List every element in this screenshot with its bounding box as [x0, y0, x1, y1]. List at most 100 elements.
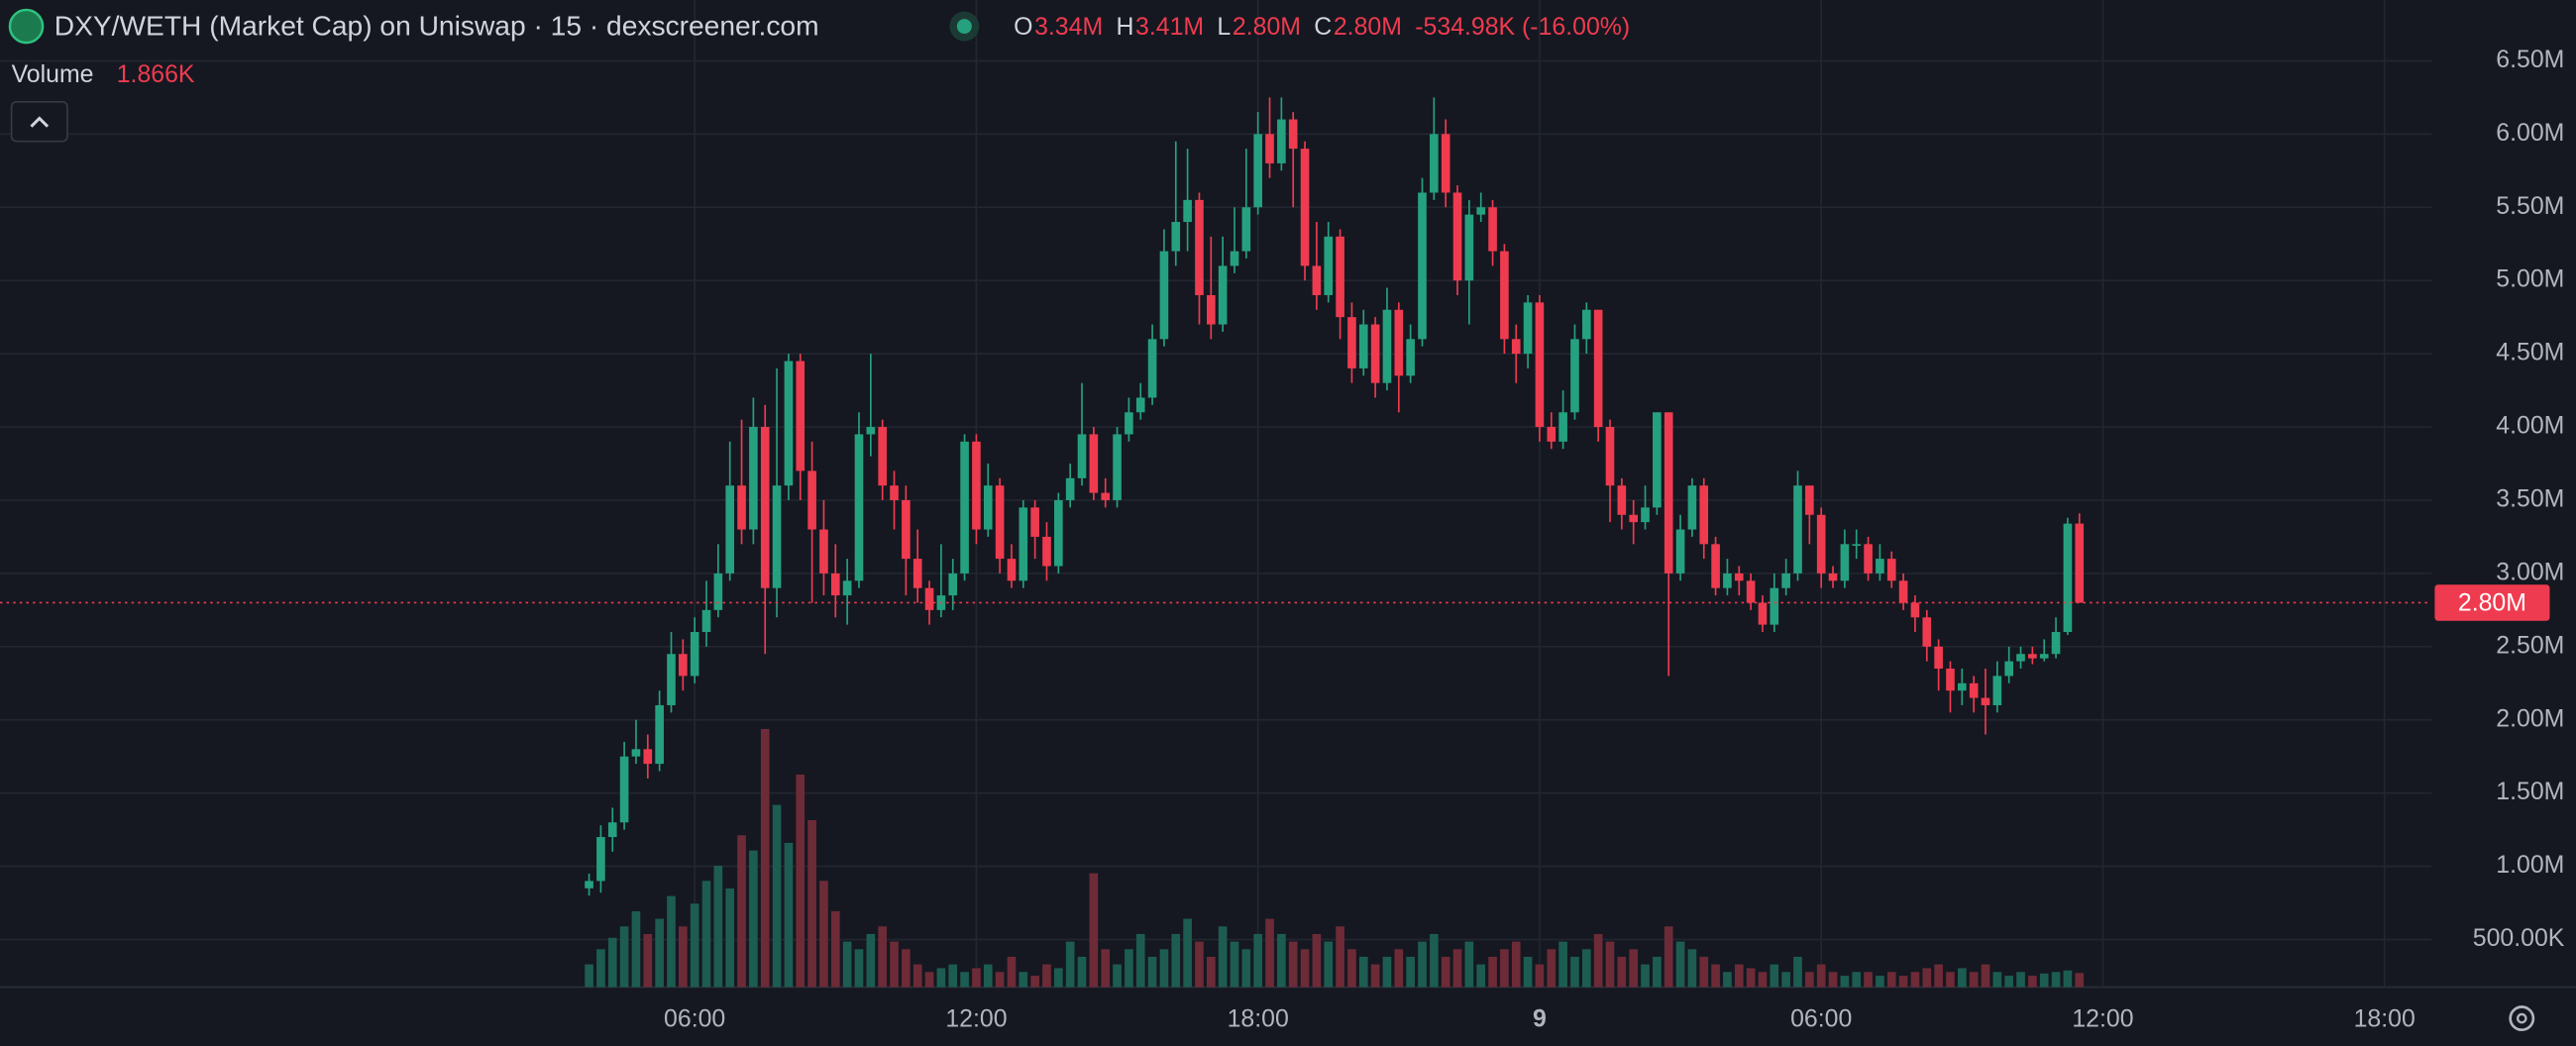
- y-tick-label: 500.00K: [2473, 924, 2565, 952]
- candle-body: [1183, 199, 1192, 223]
- button-frame[interactable]: [10, 101, 68, 143]
- candle-body: [655, 704, 664, 765]
- candle-body: [948, 573, 958, 596]
- volume-bar: [1711, 964, 1720, 988]
- volume-bar: [1195, 941, 1204, 988]
- volume-bar: [960, 972, 969, 988]
- volume-bar: [725, 888, 735, 988]
- volume-bar: [1464, 941, 1474, 988]
- volume-bar: [1054, 968, 1063, 988]
- candle-body: [1711, 544, 1720, 588]
- gear-icon[interactable]: [2509, 1005, 2535, 1032]
- candle-body: [713, 573, 723, 610]
- volume-bar: [890, 941, 899, 988]
- volume-bar: [1406, 956, 1415, 988]
- gear-hub[interactable]: [2516, 1012, 2527, 1024]
- candle-body: [1394, 309, 1404, 376]
- status-core: [956, 19, 972, 35]
- candle-body: [1125, 412, 1133, 435]
- settings-button[interactable]: [2509, 1005, 2535, 1032]
- y-tick-label: 5.50M: [2496, 192, 2564, 220]
- candle-body: [1300, 149, 1310, 266]
- volume-bar: [2016, 972, 2025, 988]
- candle-body: [819, 529, 828, 574]
- volume-bar: [1101, 949, 1111, 988]
- candle-body: [924, 587, 934, 610]
- y-tick-label: 6.00M: [2496, 119, 2564, 147]
- candle-body: [1876, 559, 1884, 574]
- volume-bar: [902, 949, 911, 988]
- chart-title: DXY/WETH (Market Cap) on Uniswap · 15 · …: [54, 10, 819, 42]
- candle-body: [1265, 134, 1274, 163]
- volume-bar: [1605, 941, 1615, 988]
- volume-bar: [819, 881, 828, 988]
- candle-body: [1077, 434, 1087, 478]
- candle-body: [1922, 617, 1932, 647]
- candle-body: [1898, 580, 1908, 603]
- candle-body: [1430, 134, 1439, 193]
- candle-body: [1723, 573, 1732, 588]
- candle-body: [1277, 119, 1286, 163]
- collapse-button[interactable]: [10, 101, 68, 143]
- volume-bar: [772, 804, 782, 988]
- volume-bar: [1593, 933, 1603, 988]
- candle-body: [1852, 544, 1862, 546]
- volume-bar: [1042, 964, 1051, 988]
- legend-key: C: [1314, 13, 1332, 41]
- volume-bar: [1664, 926, 1673, 988]
- candle-body: [1828, 573, 1838, 581]
- candle-body: [1370, 324, 1380, 383]
- candle-body: [1324, 236, 1334, 295]
- candle-body: [679, 654, 688, 677]
- volume-bar: [1934, 964, 1943, 988]
- volume-bar: [1370, 964, 1380, 988]
- volume-bar: [1241, 949, 1251, 988]
- volume-bar: [1288, 941, 1298, 988]
- candle-body: [1816, 514, 1826, 574]
- candle-body: [2028, 654, 2037, 659]
- volume-bar: [2051, 972, 2061, 988]
- chevron-icon[interactable]: [30, 116, 50, 128]
- candle-body: [1746, 580, 1756, 603]
- volume-bar: [1629, 949, 1638, 988]
- volume-bar: [1746, 968, 1756, 988]
- candle-body: [830, 573, 840, 596]
- candle-body: [842, 580, 852, 596]
- last-price-badge: [2434, 584, 2550, 621]
- y-tick-label: 3.00M: [2496, 558, 2564, 585]
- last-price-label: 2.80M: [2458, 589, 2526, 617]
- candle-body: [2063, 523, 2073, 633]
- legend-key: H: [1116, 13, 1133, 41]
- legend-value: 3.41M: [1135, 13, 1204, 41]
- volume-bar: [1816, 964, 1826, 988]
- volume-bar: [1547, 949, 1556, 988]
- candle-body: [902, 499, 911, 560]
- candle-body: [1864, 544, 1873, 574]
- volume-bar: [1394, 949, 1404, 988]
- candle-body: [1500, 251, 1509, 340]
- volume-bar: [1206, 956, 1216, 988]
- volume-bar: [1500, 949, 1509, 988]
- y-tick-label: 3.50M: [2496, 485, 2564, 513]
- volume-bar: [1770, 964, 1779, 988]
- x-tick-label: 18:00: [1228, 1004, 1289, 1032]
- volume-bar: [1641, 964, 1650, 988]
- volume-bar: [1336, 926, 1344, 988]
- volume-bar: [690, 903, 699, 988]
- volume-bar: [1218, 926, 1228, 988]
- candle-body: [1171, 222, 1181, 252]
- volume-bar: [1723, 972, 1732, 988]
- candle-body: [1230, 251, 1239, 266]
- volume-bar: [749, 850, 758, 988]
- volume-bar: [854, 949, 864, 988]
- candle-body: [690, 632, 699, 677]
- grid: [0, 0, 2576, 989]
- volume-bar: [1113, 964, 1122, 988]
- candle-body: [1406, 339, 1415, 376]
- volume-bar: [596, 949, 605, 988]
- candle-body: [1958, 682, 1967, 691]
- volume-bar: [1382, 956, 1392, 988]
- volume-bar: [2004, 976, 2014, 988]
- candle-body: [1605, 427, 1615, 486]
